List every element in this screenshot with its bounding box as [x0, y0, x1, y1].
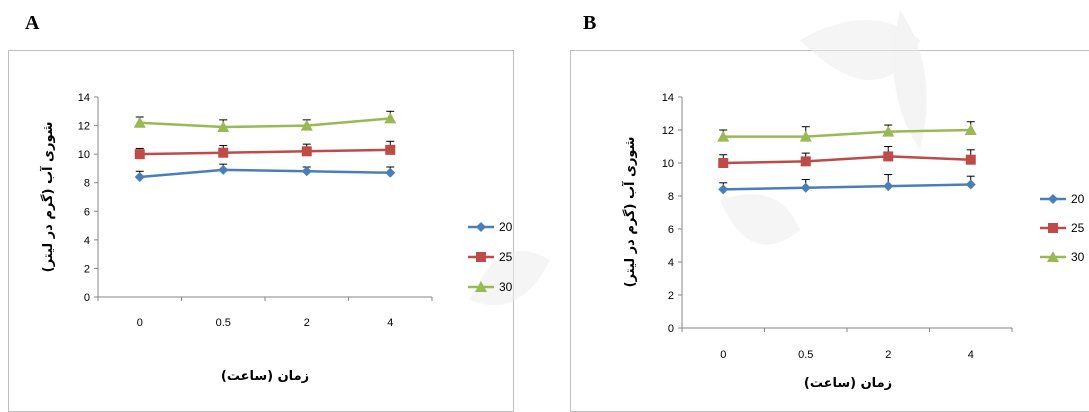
y-tick-label: 10 [662, 158, 674, 170]
x-tick-label: 0.5 [798, 349, 813, 361]
data-point [301, 146, 312, 157]
y-tick-label: 10 [78, 149, 90, 161]
chart-a-content: 0 2 4 6 8 10 12 14 0 0.5 2 4 زمان (ساعت) شوری آب (گرم… [39, 92, 513, 384]
y-tick-label: 2 [84, 263, 90, 275]
legend-entry-20: 20 [1040, 192, 1085, 206]
legend-label: 30 [499, 280, 513, 294]
y-tick-label: 14 [662, 92, 674, 104]
y-tick-label: 8 [668, 191, 674, 203]
y-tick-label: 12 [78, 121, 90, 133]
series-20 [718, 174, 976, 195]
data-point [965, 154, 976, 165]
y-tick-label: 6 [668, 224, 674, 236]
x-tick-label: 0.5 [216, 317, 231, 329]
data-point [217, 121, 230, 132]
data-point [883, 181, 894, 192]
data-point [799, 130, 812, 142]
watermark [470, 10, 927, 305]
panel-label-b: B [583, 12, 597, 34]
legend-entry-20: 20 [468, 220, 513, 234]
data-point [717, 130, 730, 142]
chart-a: 0 2 4 6 8 10 12 14 0 0.5 2 4 زمان (ساعت) شوری آب (گرم… [39, 92, 513, 384]
series-25 [134, 140, 396, 160]
data-point [718, 184, 729, 195]
legend-marker [1047, 251, 1059, 262]
y-tick-label: 8 [84, 178, 90, 190]
data-point [385, 144, 396, 155]
series-30 [133, 110, 397, 132]
panel-label-a: A [25, 12, 40, 34]
data-point [883, 151, 894, 162]
x-tick-label: 4 [968, 349, 974, 361]
data-point [301, 166, 312, 177]
chart-frame-a [8, 50, 514, 412]
data-point [882, 125, 895, 137]
legend-entry-30: 30 [1040, 250, 1085, 264]
legend-label: 20 [1071, 192, 1085, 206]
legend-marker [476, 222, 486, 232]
x-tick-label: 0 [137, 317, 143, 329]
legend-entry-30: 30 [468, 280, 513, 294]
legend-entry-25: 25 [468, 250, 513, 264]
data-point [134, 149, 145, 160]
y-tick-label: 0 [668, 323, 674, 335]
x-axis-title: زمان (ساعت) [221, 369, 309, 384]
chart-b: 0 2 4 6 8 10 12 14 0 0.5 2 4 زمان (ساعت) شوری آب (گرم… [621, 92, 1085, 391]
x-axis-title: زمان (ساعت) [804, 376, 892, 391]
data-point [718, 158, 729, 168]
data-point [218, 164, 229, 175]
legend-label: 30 [1071, 250, 1085, 264]
legend-label: 20 [499, 220, 513, 234]
series-line [139, 117, 391, 129]
data-point [133, 116, 146, 128]
data-point [964, 124, 977, 135]
x-tick-label: 2 [304, 317, 310, 329]
legend-marker [1048, 223, 1058, 233]
legend-label: 25 [499, 250, 513, 264]
data-point [800, 156, 811, 167]
series-30 [717, 121, 977, 142]
series-line [723, 155, 971, 165]
series-line [723, 183, 971, 191]
data-point [385, 167, 396, 178]
legend-label: 25 [1071, 221, 1085, 235]
y-axis-title: شوری آب (گرم در لیتر) [621, 137, 638, 288]
y-axis-title: شوری آب (گرم در لیتر) [39, 122, 56, 273]
data-point [218, 147, 229, 158]
x-tick-label: 2 [885, 349, 891, 361]
series-line [723, 128, 971, 138]
y-tick-label: 4 [668, 257, 674, 269]
chart-b-content: 0 2 4 6 8 10 12 14 0 0.5 2 4 زمان (ساعت) شوری آب (گرم… [621, 92, 1085, 391]
x-tick-label: 4 [387, 317, 393, 329]
data-point [800, 182, 811, 193]
y-tick-label: 0 [84, 292, 90, 304]
data-point [300, 119, 313, 131]
y-tick-label: 12 [662, 125, 674, 137]
data-point [134, 172, 145, 182]
series-25 [718, 146, 976, 168]
series-line [139, 168, 391, 179]
data-point [965, 179, 976, 190]
y-tick-label: 6 [84, 206, 90, 218]
series-20 [134, 163, 396, 182]
legend-entry-25: 25 [1040, 221, 1085, 235]
legend-marker [475, 281, 487, 292]
y-tick-label: 2 [668, 290, 674, 302]
x-tick-label: 0 [720, 349, 726, 361]
y-tick-label: 14 [78, 92, 90, 104]
legend-marker [476, 252, 486, 262]
data-point [384, 112, 397, 124]
series-line [139, 148, 391, 156]
y-tick-label: 4 [84, 235, 90, 247]
legend-marker [1048, 194, 1058, 204]
